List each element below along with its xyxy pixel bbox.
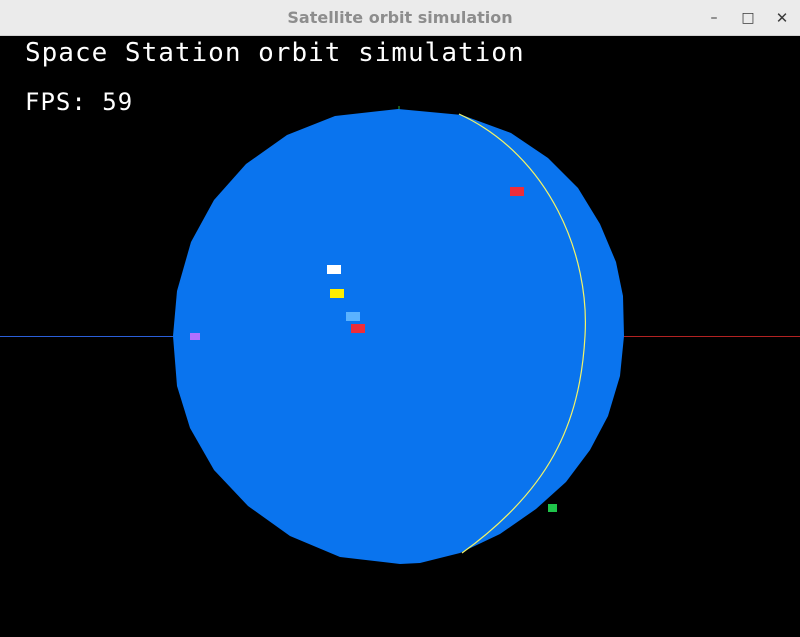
satellite-marker[interactable] [190, 333, 200, 340]
maximize-icon[interactable]: □ [741, 10, 755, 26]
minimize-icon[interactable]: – [710, 10, 718, 26]
fps-counter: FPS: 59 [25, 88, 134, 116]
satellite-marker[interactable] [548, 504, 557, 512]
satellite-marker[interactable] [330, 289, 344, 298]
satellite-marker[interactable] [510, 187, 524, 196]
simulation-viewport[interactable]: Space Station orbit simulation FPS: 59 [0, 36, 800, 637]
close-icon[interactable]: ✕ [775, 9, 789, 27]
satellite-marker[interactable] [351, 324, 365, 333]
window-title: Satellite orbit simulation [287, 8, 513, 27]
simulation-heading: Space Station orbit simulation [25, 38, 525, 68]
orbit-ring [458, 113, 587, 554]
title-bar[interactable]: Satellite orbit simulation – □ ✕ [0, 0, 800, 36]
planet-globe [173, 109, 624, 564]
satellite-marker[interactable] [346, 312, 360, 321]
scene-canvas [0, 106, 800, 564]
satellite-marker[interactable] [327, 265, 341, 274]
